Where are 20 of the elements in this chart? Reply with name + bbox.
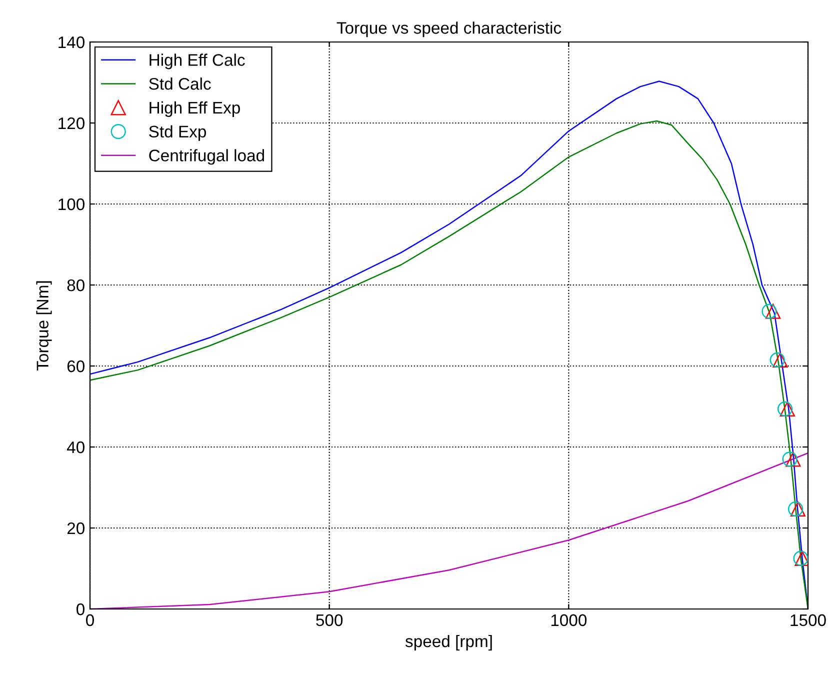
y-tick-label: 0 <box>76 603 84 616</box>
legend-label: High Eff Exp <box>150 101 240 117</box>
legend-label: High Eff Calc <box>150 54 245 70</box>
y-axis-title: Torque [Nm] <box>36 281 52 371</box>
x-axis-title: speed [rpm] <box>405 634 492 650</box>
y-tick-label: 20 <box>67 522 84 534</box>
y-tick-label: 40 <box>66 441 84 454</box>
legend-label: Centrifugal load <box>149 149 264 165</box>
y-tick-label: 80 <box>67 279 84 292</box>
x-tick-label: 1500 <box>790 614 826 626</box>
x-tick-label: 500 <box>316 614 343 626</box>
y-tick-label: 100 <box>58 198 84 210</box>
chart-title: Torque vs speed characteristic <box>336 22 562 38</box>
legend-label: Std Calc <box>149 78 211 90</box>
y-tick-label: 60 <box>67 360 84 372</box>
y-tick-label: 120 <box>58 117 84 130</box>
y-tick-label: 140 <box>58 36 84 48</box>
x-tick-label: 1000 <box>551 614 587 626</box>
legend-label: Std Exp <box>149 125 206 141</box>
x-tick-label: 0 <box>86 614 94 626</box>
